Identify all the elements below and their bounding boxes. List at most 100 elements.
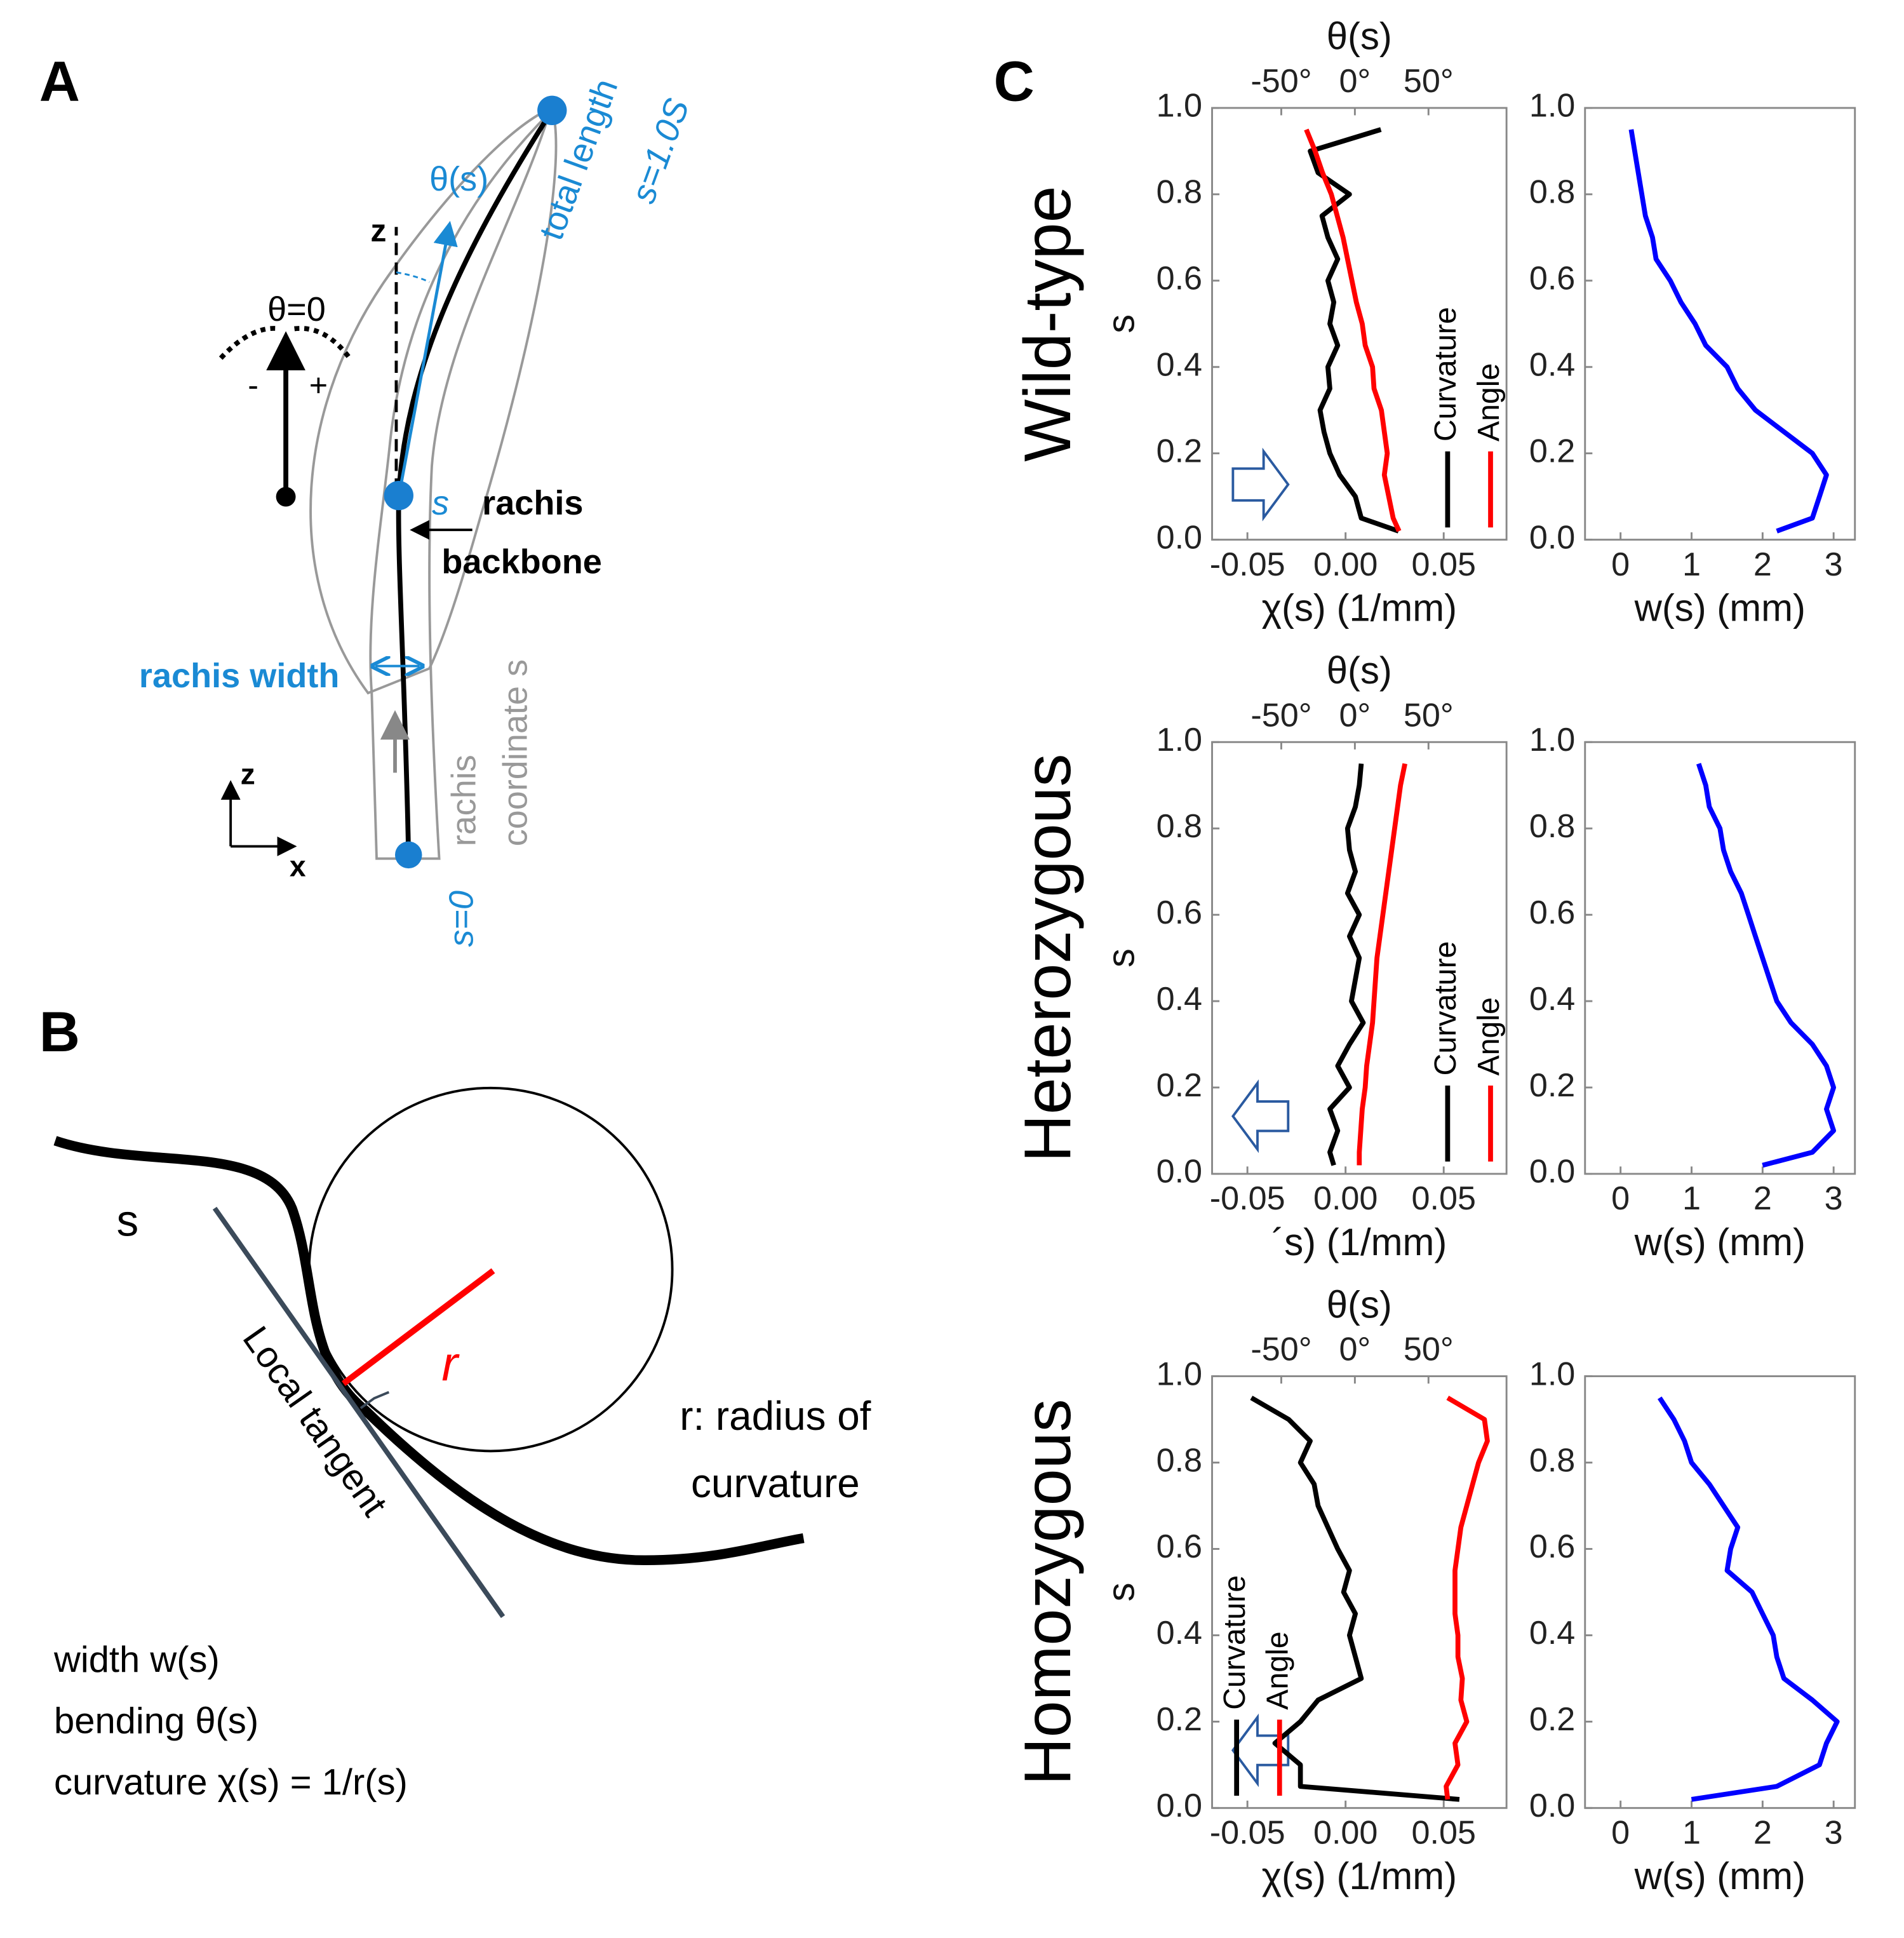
direction-arrow (1231, 447, 1290, 522)
annotation: + (309, 367, 328, 403)
x-axis-label: w(s) (mm) (1634, 1855, 1806, 1897)
annotation: z (370, 213, 386, 248)
y-tick-label: 0.8 (1156, 808, 1202, 845)
x-tick-label: 2 (1753, 1180, 1772, 1217)
annotation: r: radius of (680, 1393, 871, 1439)
annotation: coordinate s (496, 659, 534, 846)
x-tick-label: 0.00 (1313, 546, 1378, 583)
annotation: z (241, 758, 255, 791)
x-axis-label: w(s) (mm) (1634, 1221, 1806, 1263)
x-tick-label: 1 (1682, 546, 1701, 583)
plot-frame (1211, 741, 1508, 1175)
direction-arrow (1231, 1079, 1290, 1154)
x-axis-label: χ(s) (1/mm) (1262, 586, 1457, 629)
x2-axis-label: θ(s) (1327, 649, 1392, 692)
y-tick-label: 0.0 (1529, 1154, 1575, 1190)
x2-tick-label: 50° (1404, 1331, 1454, 1368)
row-title: Wild-type (1011, 186, 1085, 462)
row-title: Heterozygous (1011, 753, 1085, 1162)
legend-label: Angle (1261, 1631, 1295, 1709)
annotation: rachis (482, 484, 583, 522)
annotation: θ=0 (267, 290, 326, 328)
y-tick-label: 0.2 (1156, 1701, 1202, 1738)
annotation: r (441, 1336, 460, 1391)
legend-label: Angle (1472, 363, 1506, 441)
y-tick-label: 0.2 (1529, 433, 1575, 469)
y-tick-label: 0.4 (1156, 347, 1202, 384)
panel-label: A (39, 50, 80, 113)
y-tick-label: 0.8 (1529, 174, 1575, 211)
legend-label: Curvature (1217, 1575, 1252, 1710)
x2-tick-label: 0° (1339, 697, 1371, 734)
data-line (1628, 129, 1829, 534)
plot-frame (1584, 107, 1856, 541)
x-tick-label: 1 (1682, 1180, 1701, 1217)
y-tick-label: 0.6 (1529, 894, 1575, 931)
data-line (1304, 128, 1402, 532)
x-tick-label: 0.05 (1411, 1180, 1475, 1217)
x-tick-label: 0.05 (1411, 1815, 1475, 1852)
plot-frame (1211, 1375, 1508, 1809)
y-tick-label: 0.6 (1156, 894, 1202, 931)
row-title: Homozygous (1011, 1399, 1085, 1785)
data-line (1696, 763, 1836, 1168)
x-axis-label: w(s) (mm) (1634, 586, 1806, 629)
panel-label: B (39, 1000, 80, 1063)
x-tick-label: 0.00 (1313, 1180, 1378, 1217)
y-axis-label: s (1099, 314, 1142, 333)
x-tick-label: 0.05 (1411, 546, 1475, 583)
y-tick-label: 0.0 (1529, 1787, 1575, 1824)
data-line (1250, 1396, 1460, 1802)
y-tick-label: 0.4 (1529, 347, 1575, 384)
annotation: width w(s) (53, 1639, 220, 1680)
x2-tick-label: -50° (1250, 1331, 1311, 1368)
x-tick-label: -0.05 (1210, 1815, 1285, 1852)
annotation: θ(s) (429, 160, 488, 198)
y-tick-label: 0.4 (1529, 981, 1575, 1018)
annotation: s (432, 484, 449, 522)
y-tick-label: 1.0 (1529, 1356, 1575, 1392)
y-tick-label: 0.8 (1156, 1442, 1202, 1479)
y-tick-label: 0.6 (1156, 1528, 1202, 1565)
annotation: curvature (691, 1460, 860, 1506)
annotation: bending θ(s) (54, 1700, 258, 1741)
y-tick-label: 1.0 (1156, 722, 1202, 758)
legend-label: Curvature (1428, 941, 1463, 1076)
y-tick-label: 0.8 (1529, 808, 1575, 845)
y-tick-label: 1.0 (1529, 722, 1575, 758)
y-tick-label: 0.0 (1529, 519, 1575, 556)
legend-label: Curvature (1428, 307, 1463, 441)
x-tick-label: -0.05 (1210, 1180, 1285, 1217)
x-tick-label: 2 (1753, 1815, 1772, 1852)
y-tick-label: 0.4 (1529, 1615, 1575, 1652)
x-tick-label: 1 (1682, 1815, 1701, 1852)
annotation: backbone (441, 543, 601, 581)
x-tick-label: 0 (1611, 1180, 1630, 1217)
plot-frame (1584, 741, 1856, 1175)
y-axis-label: s (1099, 1582, 1142, 1601)
annotation: x (290, 849, 306, 882)
x2-tick-label: 50° (1404, 697, 1454, 734)
x-tick-label: 3 (1825, 1180, 1843, 1217)
x-tick-label: 3 (1825, 546, 1843, 583)
panel-a-drawing (218, 95, 567, 869)
x2-axis-label: θ(s) (1327, 15, 1392, 58)
x-axis-label: ´s) (1/mm) (1271, 1221, 1447, 1263)
x-tick-label: 0.00 (1313, 1815, 1378, 1852)
y-tick-label: 0.0 (1156, 519, 1202, 556)
x-tick-label: 0 (1611, 546, 1630, 583)
y-tick-label: 1.0 (1529, 88, 1575, 124)
y-tick-label: 1.0 (1156, 88, 1202, 124)
y-tick-label: 0.4 (1156, 1615, 1202, 1652)
y-tick-label: 0.0 (1156, 1787, 1202, 1824)
annotation: s=1.0S (624, 94, 696, 208)
annotation: rachis (445, 755, 483, 846)
data-line (1308, 127, 1400, 534)
x2-tick-label: -50° (1250, 63, 1311, 100)
data-line (1444, 1396, 1490, 1800)
y-tick-label: 1.0 (1156, 1356, 1202, 1392)
plot-frame (1211, 107, 1508, 541)
y-tick-label: 0.2 (1156, 1067, 1202, 1104)
annotation: - (248, 367, 258, 403)
x-tick-label: 0 (1611, 1815, 1630, 1852)
